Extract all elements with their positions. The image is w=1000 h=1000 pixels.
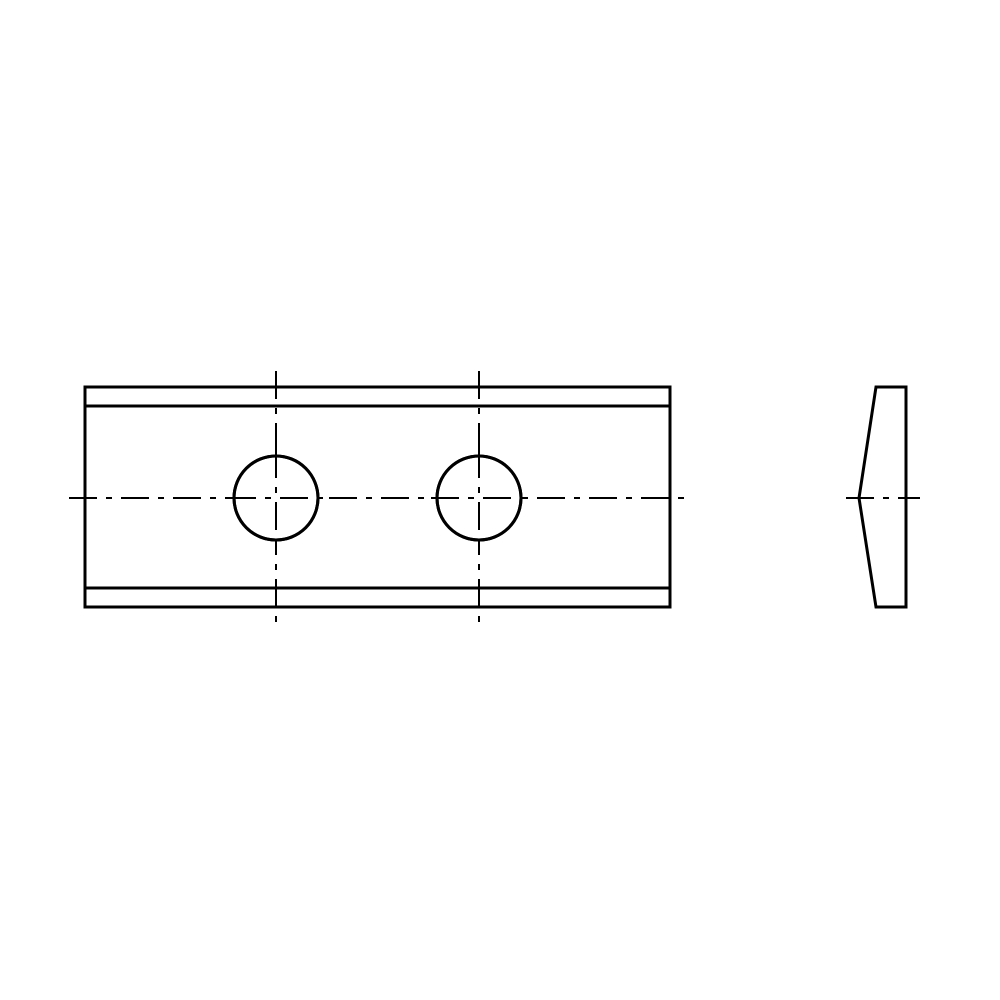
technical-drawing bbox=[0, 0, 1000, 1000]
front-outline bbox=[85, 387, 670, 607]
